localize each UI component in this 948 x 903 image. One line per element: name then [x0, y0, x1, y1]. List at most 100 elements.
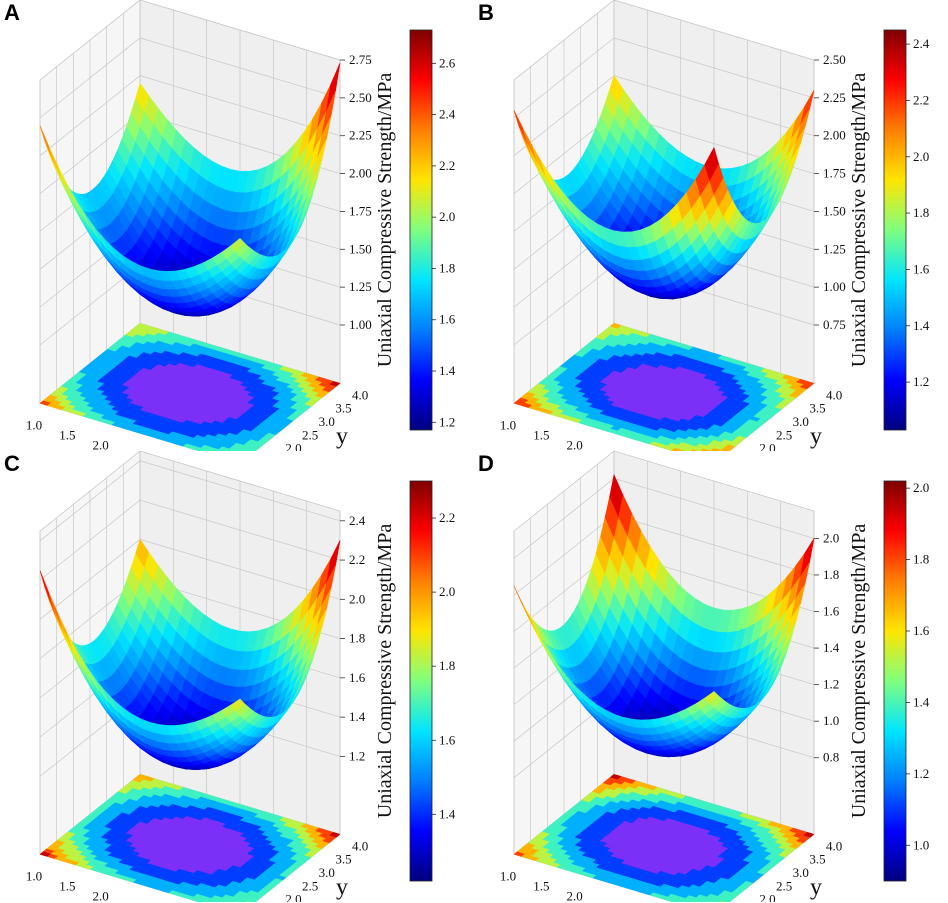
y-tick-label: 2.0 — [285, 892, 301, 902]
x-tick-label: 2.0 — [93, 888, 109, 902]
colorbar-tick-label: 2.4 — [439, 107, 456, 122]
y-tick-label: 2.0 — [759, 441, 775, 451]
panel-label: D — [478, 451, 494, 476]
z-tick-label: 1.75 — [349, 203, 372, 218]
surface-chart-d: 1.01.52.02.53.03.54.0x1.01.52.02.53.03.5… — [500, 451, 930, 902]
surface-patch — [704, 146, 719, 182]
colorbar-tick-label: 1.4 — [913, 318, 930, 333]
z-tick-label: 1.4 — [349, 709, 366, 724]
z-tick-label: 2.25 — [349, 128, 372, 143]
grid-line — [39, 37, 341, 119]
surface-chart-b: 1.01.52.02.53.03.54.0x1.01.52.02.53.03.5… — [500, 0, 930, 451]
colorbar — [883, 29, 907, 431]
z-tick-label: 2.50 — [349, 90, 372, 105]
colorbar-tick-label: 2.4 — [913, 36, 930, 51]
y-tick-label: 2.5 — [302, 427, 318, 442]
colorbar-tick-label: 1.2 — [439, 414, 455, 429]
colorbar-tick-label: 1.2 — [913, 374, 929, 389]
colorbar-tick-label: 1.4 — [439, 363, 456, 378]
z-tick-label: 1.25 — [823, 241, 846, 256]
surface — [39, 538, 341, 770]
colorbar-tick-label: 2.0 — [913, 149, 929, 164]
colorbar-tick-label: 1.6 — [439, 312, 456, 327]
surface-chart-c: 1.01.52.02.53.03.54.0x1.01.52.02.53.03.5… — [26, 451, 456, 902]
contour-projection — [513, 774, 815, 902]
contour-projection — [39, 323, 341, 451]
x-tick-label: 2.0 — [93, 437, 109, 451]
y-tick-label: 3.0 — [319, 414, 335, 429]
panel-d: D 1.01.52.02.53.03.54.0x1.01.52.02.53.03… — [474, 451, 948, 902]
z-tick-label: 1.25 — [349, 279, 372, 294]
x-tick-label: 2.5 — [126, 447, 142, 451]
surface-patch — [230, 237, 245, 252]
y-tick-label: 2.0 — [285, 441, 301, 451]
z-tick-label: 1.50 — [349, 241, 372, 256]
contour-projection — [39, 774, 341, 902]
grid-line — [39, 0, 341, 81]
x-tick-label: 1.5 — [59, 878, 75, 893]
x-tick-label: 1.0 — [26, 868, 42, 883]
panel-label: C — [4, 451, 20, 476]
colorbar-tick-label: 2.2 — [913, 92, 929, 107]
grid-line — [39, 75, 341, 156]
panel-a: A 1.01.52.02.53.03.54.0x1.01.52.02.53.03… — [0, 0, 474, 451]
z-tick-label: 2.2 — [349, 552, 365, 567]
grid-line — [39, 460, 341, 542]
y-tick-label: 2.5 — [776, 427, 792, 442]
grid-line — [513, 37, 815, 119]
x-tick-label: 2.5 — [600, 447, 616, 451]
z-tick-label: 1.2 — [349, 748, 365, 763]
y-axis-label: y — [336, 423, 348, 449]
colorbar-tick-label: 2.2 — [439, 158, 455, 173]
colorbar-tick-label: 1.4 — [439, 806, 456, 821]
x-tick-label: 1.5 — [533, 427, 549, 442]
y-tick-label: 3.5 — [335, 852, 351, 867]
contour-cell — [609, 774, 622, 780]
colorbar-tick-label: 1.8 — [439, 260, 455, 275]
surface — [39, 62, 341, 317]
surface — [513, 75, 815, 300]
colorbar-tick-label: 1.8 — [439, 658, 455, 673]
y-tick-label: 3.5 — [809, 401, 825, 416]
y-tick-label: 4.0 — [826, 387, 842, 402]
x-tick-label: 1.0 — [26, 417, 42, 432]
z-tick-label: 0.75 — [823, 317, 846, 332]
colorbar — [409, 480, 433, 882]
x-tick-label: 1.5 — [59, 427, 75, 442]
colorbar-tick-label: 1.6 — [913, 261, 930, 276]
y-tick-label: 4.0 — [352, 838, 368, 853]
colorbar-tick-label: 2.2 — [439, 510, 455, 525]
panel-label: B — [478, 0, 494, 25]
colorbar-tick-label: 2.6 — [439, 55, 456, 70]
y-tick-label: 3.5 — [335, 401, 351, 416]
z-tick-label: 2.75 — [349, 52, 372, 67]
contour-cell — [609, 323, 622, 329]
surface-chart-a: 1.01.52.02.53.03.54.0x1.01.52.02.53.03.5… — [26, 0, 456, 451]
x-tick-label: 2.0 — [567, 437, 583, 451]
colorbar — [409, 29, 433, 431]
z-tick-label: 2.4 — [349, 513, 366, 528]
y-tick-label: 3.0 — [319, 865, 335, 880]
y-axis-label: y — [810, 423, 822, 449]
surface-patch — [230, 698, 245, 711]
contour-projection — [513, 323, 815, 451]
z-tick-label: 2.0 — [349, 591, 365, 606]
colorbar-tick-label: 1.8 — [913, 205, 929, 220]
grid-line — [513, 0, 815, 81]
z-tick-label: 1.75 — [823, 166, 846, 181]
z-tick-label: 1.50 — [823, 203, 846, 218]
z-axis-label: Uniaxial Compressive Strength/MPa — [374, 524, 396, 819]
contour-cell — [135, 774, 148, 780]
z-tick-label: 2.00 — [349, 166, 372, 181]
surface — [513, 473, 815, 758]
y-axis-label: y — [336, 874, 348, 900]
colorbar-tick-label: 2.0 — [439, 584, 455, 599]
panel-c: C 1.01.52.02.53.03.54.0x1.01.52.02.53.03… — [0, 451, 474, 902]
z-axis-label: Uniaxial Compressive Strength/MPa — [848, 73, 870, 368]
z-tick-label: 2.00 — [823, 128, 846, 143]
y-tick-label: 2.5 — [302, 878, 318, 893]
z-tick-label: 1.6 — [349, 670, 366, 685]
panel-label: A — [4, 0, 20, 25]
z-tick-label: 1.8 — [349, 631, 365, 646]
colorbar-tick-label: 1.6 — [439, 732, 456, 747]
